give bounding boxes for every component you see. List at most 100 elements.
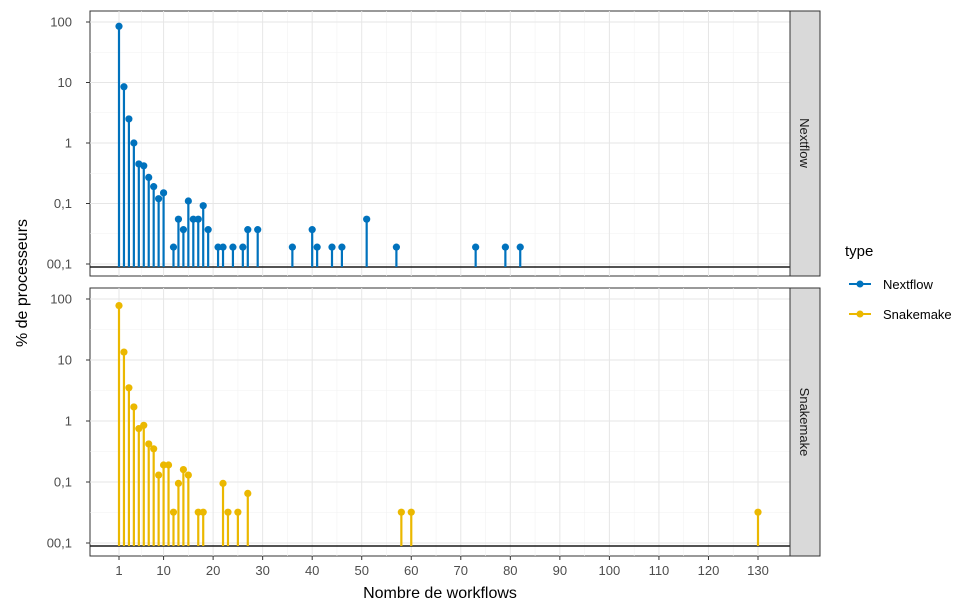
y-tick-label: 10	[58, 353, 72, 368]
lollipop-point	[313, 243, 321, 251]
lollipop-point	[125, 384, 133, 392]
lollipop-point	[145, 440, 153, 448]
x-tick-label: 10	[156, 563, 170, 578]
x-tick-label: 50	[354, 563, 368, 578]
y-tick-label: 10	[58, 75, 72, 90]
lollipop-point	[392, 243, 400, 251]
lollipop-point	[244, 226, 252, 234]
y-axis-nextflow: 00,1 0,1 1 10 100	[47, 15, 90, 272]
lollipop-point	[120, 83, 128, 91]
x-tick-label: 70	[454, 563, 468, 578]
x-tick-label: 1	[115, 563, 122, 578]
x-tick-label: 100	[599, 563, 621, 578]
lollipop-point	[224, 508, 232, 516]
lollipop-point	[130, 139, 138, 147]
y-tick-label: 1	[65, 414, 72, 429]
strip-background	[789, 10, 821, 277]
strip-label: Nextflow	[797, 118, 812, 168]
lollipop-point	[254, 226, 262, 234]
lollipop-point	[145, 173, 153, 182]
x-tick-label: 60	[404, 563, 418, 578]
x-tick-label: 130	[747, 563, 769, 578]
legend: type Nextflow Snakemake	[845, 243, 952, 322]
y-axis-snakemake: 00,1 0,1 1 10 100	[47, 292, 90, 551]
x-tick-label: 40	[305, 563, 319, 578]
lollipop-point	[115, 301, 123, 310]
lollipop-point	[338, 243, 346, 251]
legend-item-snakemake: Snakemake	[849, 307, 952, 322]
x-tick-label: 20	[206, 563, 220, 578]
lollipop-point	[125, 115, 133, 123]
lollipop-point	[472, 243, 480, 251]
lollipop-point	[140, 421, 148, 429]
lollipop-point	[184, 471, 192, 479]
lollipop-point	[516, 243, 524, 251]
lollipop-point	[229, 243, 237, 251]
panel-grid	[90, 288, 790, 556]
lollipop-point	[169, 243, 178, 251]
y-tick-label: 1	[65, 136, 72, 151]
legend-key-point	[856, 280, 864, 288]
lollipop-point	[155, 471, 163, 479]
lollipop-point	[169, 508, 178, 516]
lollipop-point	[179, 465, 187, 474]
y-tick-label: 0,1	[54, 475, 72, 490]
lollipop-point	[140, 162, 148, 170]
lollipop-point	[234, 508, 242, 516]
lollipop-point	[150, 183, 158, 191]
lollipop-point	[194, 508, 202, 516]
lollipop-point	[194, 215, 202, 223]
lollipop-point	[174, 215, 183, 223]
legend-title: type	[845, 243, 873, 260]
x-tick-label: 90	[553, 563, 567, 578]
y-axis-title: % de processeurs	[14, 219, 31, 347]
lollipop-point	[199, 508, 207, 516]
x-axis-title: Nombre de workflows	[363, 585, 517, 602]
lollipop-point	[288, 243, 296, 251]
lollipop-point	[179, 226, 187, 234]
lollipop-point	[397, 508, 405, 516]
x-axis: 1 10 20 30 40 50 60 70 80 90 100 110 120 130	[115, 556, 769, 578]
lollipop-point	[308, 226, 316, 234]
lollipop-point	[174, 479, 183, 487]
lollipop-point	[214, 243, 222, 251]
y-tick-label: 100	[50, 15, 72, 30]
legend-label: Snakemake	[883, 307, 952, 322]
lollipop-point	[164, 461, 173, 469]
lollipop-point	[219, 479, 227, 487]
panel-background	[89, 287, 791, 557]
lollipop-point	[184, 197, 192, 205]
y-tick-label: 00,1	[47, 257, 72, 272]
lollipop-point	[159, 189, 168, 197]
lollipop-point	[204, 226, 212, 234]
x-tick-label: 80	[503, 563, 517, 578]
panel-marks	[115, 22, 524, 267]
legend-item-nextflow: Nextflow	[849, 277, 933, 292]
legend-label: Nextflow	[883, 277, 933, 292]
lollipop-point	[239, 243, 247, 251]
lollipop-point	[155, 195, 163, 203]
strip-label: Snakemake	[797, 388, 812, 457]
lollipop-point	[244, 489, 252, 498]
lollipop-point	[130, 403, 138, 411]
panel-nextflow: Nextflow	[89, 10, 821, 277]
x-tick-label: 120	[698, 563, 720, 578]
panel-marks	[115, 301, 762, 546]
lollipop-point	[189, 215, 197, 223]
legend-key-point	[856, 310, 864, 318]
lollipop-point	[199, 202, 207, 210]
x-tick-label: 110	[649, 563, 670, 578]
lollipop-point	[363, 215, 371, 223]
panel-snakemake: Snakemake	[89, 287, 821, 557]
lollipop-point	[754, 508, 762, 516]
y-tick-label: 100	[50, 292, 72, 307]
lollipop-point	[501, 243, 509, 251]
lollipop-point	[407, 508, 415, 516]
x-tick-label: 30	[255, 563, 269, 578]
lollipop-point	[328, 243, 336, 251]
y-tick-label: 00,1	[47, 536, 72, 551]
strip-background	[789, 287, 821, 557]
lollipop-point	[120, 348, 128, 356]
panel-grid	[90, 11, 790, 276]
